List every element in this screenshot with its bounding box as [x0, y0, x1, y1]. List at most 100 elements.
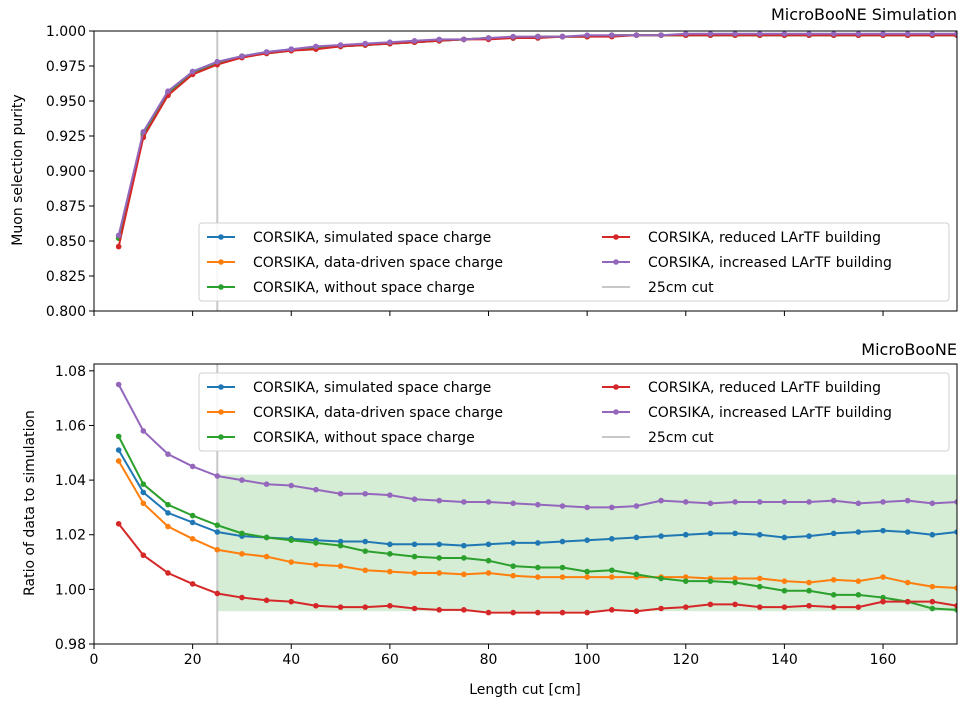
ratio-series-1-point-8 [313, 561, 319, 568]
ratio-series-4-point-30 [855, 500, 862, 507]
ratio-series-1-point-13 [436, 570, 443, 576]
ratio-series-4-point-20 [609, 504, 615, 511]
ratio-series-3-point-21 [633, 608, 640, 615]
purity-series-4-point-19 [584, 32, 590, 38]
ratio-plot-area [115, 364, 957, 644]
ratio-series-3-point-16 [510, 609, 516, 616]
purity-series-4-point-22 [658, 32, 664, 38]
purity-legend-label-3: CORSIKA, reduced LArTF building [648, 230, 881, 246]
ratio-series-4-point-17 [535, 501, 541, 508]
ratio-series-0-point-29 [830, 530, 837, 537]
ratio-y-axis-label: Ratio of data to simulation [22, 410, 38, 596]
ratio-series-4-point-26 [756, 499, 763, 505]
ratio-series-1-point-27 [781, 578, 788, 584]
ratio-series-1-point-12 [411, 570, 418, 576]
ratio-series-1-point-20 [609, 574, 615, 580]
ratio-series-2-point-1 [140, 481, 147, 487]
ratio-series-1-point-17 [535, 574, 541, 580]
ratio-series-3-point-2 [165, 570, 171, 576]
ratio-series-1-point-29 [830, 577, 837, 583]
purity-y-tick-label-7: 0.975 [46, 59, 86, 75]
ratio-x-tick-label-5: 100 [574, 652, 601, 668]
ratio-series-1-point-2 [165, 523, 171, 530]
purity-series-4-point-32 [904, 31, 911, 37]
ratio-series-4-point-13 [436, 497, 443, 504]
ratio-series-1-point-23 [682, 574, 689, 580]
ratio-series-4-point-31 [880, 499, 886, 505]
ratio-series-4-point-18 [559, 503, 566, 509]
ratio-series-1-point-32 [904, 579, 911, 586]
ratio-series-3-point-33 [929, 598, 936, 605]
ratio-series-1-point-4 [214, 546, 221, 553]
ratio-series-0-point-20 [609, 536, 615, 542]
purity-series-4-point-29 [830, 31, 837, 37]
ratio-series-3-point-13 [436, 607, 443, 613]
ratio-series-0-point-27 [781, 534, 788, 541]
ratio-series-0-point-25 [732, 530, 738, 537]
ratio-legend-label-0: CORSIKA, simulated space charge [253, 380, 491, 396]
purity-legend-label-5: 25cm cut [648, 280, 714, 296]
purity-series-line-3 [117, 34, 957, 247]
ratio-series-3-point-9 [337, 604, 344, 610]
ratio-series-2-point-12 [411, 553, 418, 560]
ratio-series-2-point-25 [732, 579, 738, 586]
ratio-series-4-point-34 [954, 499, 957, 505]
ratio-legend-marker-3 [613, 384, 619, 390]
ratio-series-3-point-26 [756, 604, 763, 610]
ratio-series-1-point-11 [387, 568, 393, 575]
ratio-panel-title: MicroBooNE [861, 340, 957, 359]
ratio-series-4-point-21 [633, 503, 640, 509]
ratio-series-2-point-27 [781, 587, 788, 594]
ratio-series-1-point-18 [559, 574, 566, 580]
purity-series-4-point-9 [337, 42, 344, 48]
ratio-series-4-point-22 [658, 497, 664, 504]
purity-series-4-point-27 [781, 31, 788, 37]
ratio-series-1-point-10 [362, 567, 369, 574]
ratio-x-tick-label-6: 120 [672, 652, 699, 668]
purity-panel-title: MicroBooNE Simulation [771, 5, 957, 24]
ratio-series-0-point-2 [165, 510, 171, 516]
ratio-y-tick-label-1: 1.00 [55, 582, 86, 598]
ratio-series-3-point-31 [880, 598, 886, 605]
purity-series-4-point-14 [461, 36, 467, 43]
purity-series-4-point-11 [387, 39, 393, 45]
ratio-series-4-point-29 [830, 497, 837, 504]
purity-legend-box [198, 222, 950, 302]
ratio-series-3-point-10 [362, 604, 369, 610]
ratio-series-1-point-14 [461, 571, 467, 578]
ratio-series-2-point-7 [288, 537, 295, 543]
ratio-series-4-point-15 [485, 499, 492, 505]
ratio-series-1-point-7 [288, 559, 295, 565]
ratio-series-2-point-0 [115, 433, 122, 440]
ratio-series-0-point-0 [115, 447, 122, 453]
ratio-series-3-point-24 [707, 601, 714, 608]
ratio-series-2-point-31 [880, 594, 886, 601]
purity-series-4-point-20 [609, 32, 615, 38]
ratio-series-0-point-16 [510, 540, 516, 546]
ratio-series-2-point-21 [633, 571, 640, 578]
ratio-series-2-point-17 [535, 564, 541, 571]
ratio-series-3-point-28 [806, 602, 812, 609]
ratio-series-2-point-8 [313, 540, 319, 546]
ratio-legend-label-1: CORSIKA, data-driven space charge [253, 405, 503, 421]
ratio-series-3-point-19 [584, 609, 590, 616]
purity-series-4-point-17 [535, 33, 541, 40]
ratio-legend-label-5: 25cm cut [648, 430, 714, 446]
ratio-series-0-point-17 [535, 540, 541, 546]
purity-legend-marker-0 [218, 234, 224, 240]
ratio-series-1-point-5 [239, 551, 245, 557]
purity-series-4-point-18 [559, 33, 566, 40]
purity-series-4-point-21 [633, 32, 640, 38]
ratio-series-0-point-28 [806, 533, 812, 539]
ratio-series-4-point-24 [707, 500, 714, 507]
ratio-legend-marker-1 [218, 409, 224, 415]
ratio-legend-marker-0 [218, 384, 224, 390]
ratio-series-2-point-5 [239, 530, 245, 537]
ratio-legend-marker-4 [613, 409, 619, 415]
ratio-series-0-point-34 [954, 529, 957, 535]
ratio-series-2-point-3 [189, 512, 196, 519]
ratio-series-0-point-9 [337, 538, 344, 545]
ratio-series-4-point-12 [411, 496, 418, 503]
purity-series-4-point-6 [263, 49, 270, 55]
ratio-x-tick-label-0: 0 [90, 652, 99, 668]
